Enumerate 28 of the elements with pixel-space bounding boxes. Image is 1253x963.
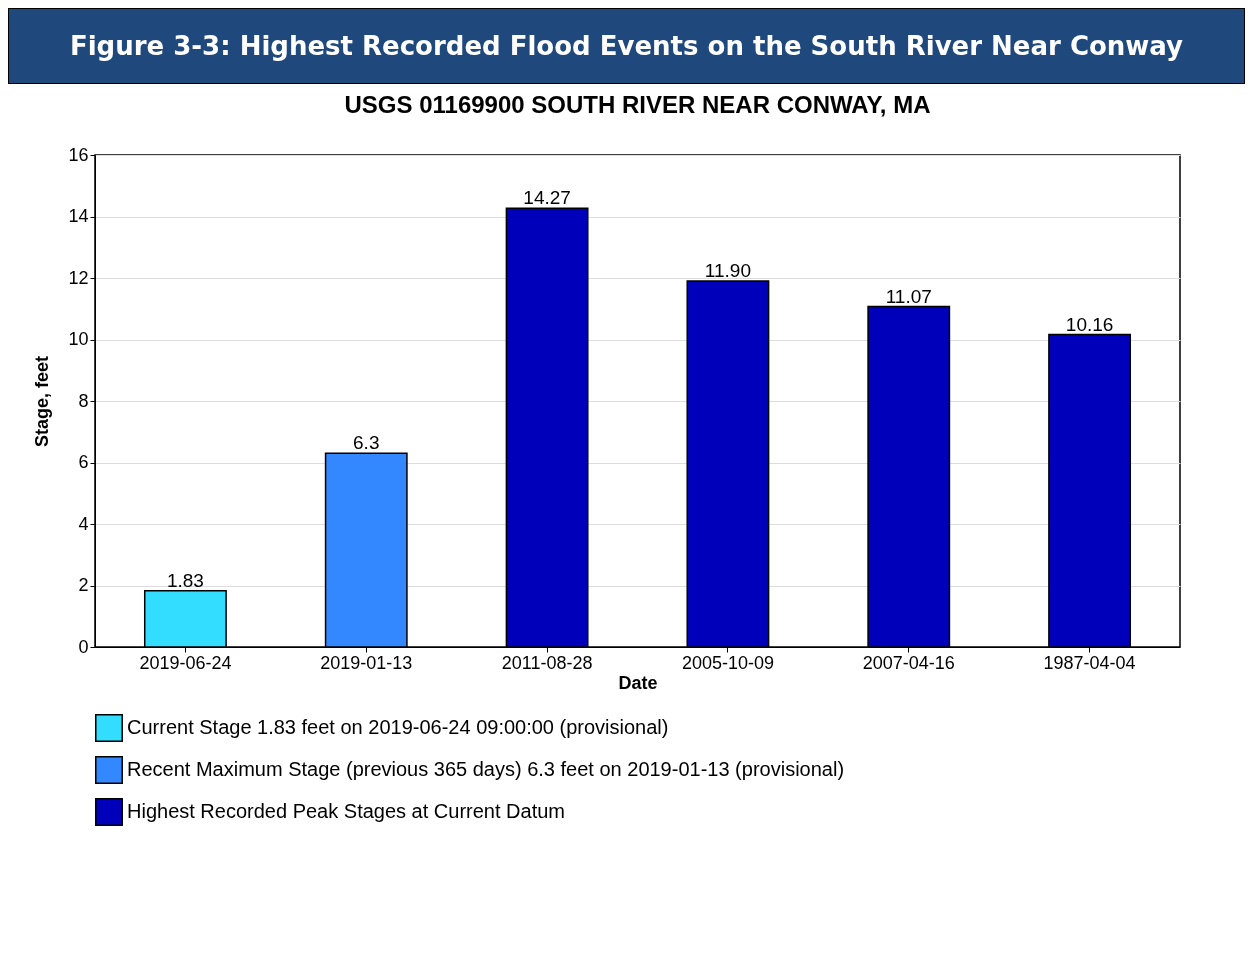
x-axis-title: Date <box>618 672 658 693</box>
legend-label: Current Stage 1.83 feet on 2019-06-24 09:00:00 (provisional) <box>127 716 669 738</box>
x-tick-label: 1987-04-04 <box>1043 652 1136 673</box>
y-tick-label: 2 <box>78 575 89 595</box>
y-axis-title: Stage, feet <box>32 355 53 448</box>
y-tick-label: 12 <box>68 267 89 288</box>
chart-subtitle: USGS 01169900 SOUTH RIVER NEAR CONWAY, MA <box>344 91 931 118</box>
legend-label: Recent Maximum Stage (previous 365 days) 6.3 feet on 2019-01-13 (provisional) <box>127 758 845 780</box>
data-label: 1.83 <box>166 569 204 591</box>
y-tick-label: 0 <box>78 636 89 657</box>
data-label: 11.90 <box>704 260 751 282</box>
x-tick-label: 2005-10-09 <box>681 652 774 673</box>
y-tick-label: 4 <box>78 513 89 534</box>
y-tick-label: 6 <box>78 452 89 472</box>
data-label: 11.07 <box>885 285 932 307</box>
x-tick-label: 2007-04-16 <box>862 652 955 673</box>
x-tick-label: 2011-08-28 <box>501 652 593 673</box>
data-label: 14.27 <box>523 187 571 209</box>
data-label: 6.3 <box>353 432 380 454</box>
y-tick-label: 10 <box>68 329 89 349</box>
data-label: 10.16 <box>1065 313 1114 335</box>
chart-title: Figure 3-3: Highest Recorded Flood Events on the South River Near Conway <box>8 8 1245 84</box>
y-tick-label: 14 <box>68 206 89 226</box>
y-tick-label: 8 <box>78 390 89 411</box>
x-tick-label: 2019-01-13 <box>320 652 413 673</box>
x-tick-label: 2019-06-24 <box>139 652 232 673</box>
legend-label: Highest Recorded Peak Stages at Current Datum <box>127 800 565 822</box>
y-tick-label: 16 <box>68 144 89 165</box>
